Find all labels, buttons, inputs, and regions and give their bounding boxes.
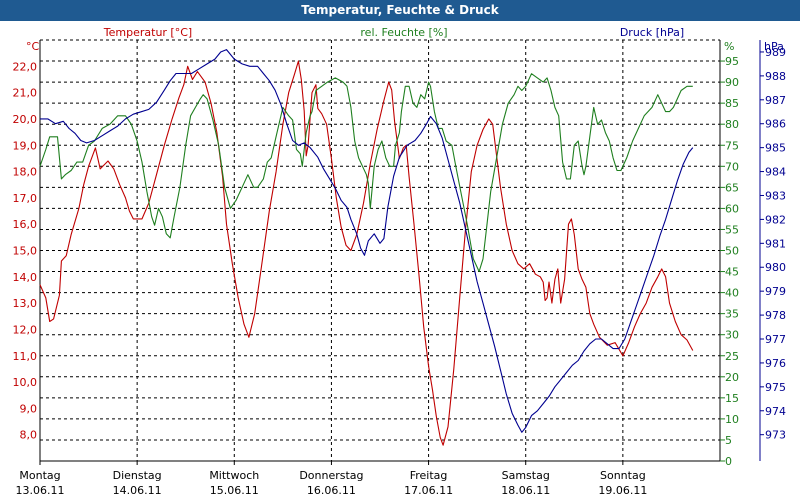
- humidity-tick-label: 5: [725, 434, 732, 447]
- temperature-tick-label: 8,0: [20, 429, 38, 442]
- pressure-tick-label: 981: [765, 237, 786, 250]
- pressure-tick-label: 980: [765, 261, 786, 274]
- pressure-line: [40, 49, 694, 433]
- humidity-tick-label: 20: [725, 371, 739, 384]
- temperature-axis-label: Temperatur [°C]: [103, 26, 192, 39]
- humidity-tick-label: 90: [725, 76, 739, 89]
- pressure-axis-label: Druck [hPa]: [620, 26, 684, 39]
- humidity-tick-label: 15: [725, 392, 739, 405]
- x-tick-date-label: 15.06.11: [210, 484, 259, 497]
- humidity-tick-label: 85: [725, 97, 739, 110]
- pressure-tick-label: 983: [765, 189, 786, 202]
- pressure-tick-label: 985: [765, 142, 786, 155]
- pressure-tick-label: 974: [765, 405, 786, 418]
- x-tick-day-label: Montag: [19, 469, 60, 482]
- pressure-tick-label: 979: [765, 285, 786, 298]
- temperature-tick-label: 20,0: [13, 113, 38, 126]
- pressure-tick-label: 984: [765, 166, 786, 179]
- pressure-tick-label: 978: [765, 309, 786, 322]
- humidity-tick-label: 65: [725, 181, 739, 194]
- temperature-tick-label: 14,0: [13, 271, 38, 284]
- humidity-tick-label: 60: [725, 202, 739, 215]
- temperature-unit: °C: [26, 40, 40, 53]
- pressure-tick-label: 988: [765, 70, 786, 83]
- temperature-tick-label: 9,0: [20, 402, 38, 415]
- humidity-tick-label: 40: [725, 287, 739, 300]
- pressure-tick-label: 986: [765, 118, 786, 131]
- temperature-tick-label: 10,0: [13, 376, 38, 389]
- pressure-tick-label: 975: [765, 381, 786, 394]
- humidity-tick-label: 50: [725, 245, 739, 258]
- humidity-tick-label: 70: [725, 160, 739, 173]
- temperature-line: [39, 60, 694, 446]
- chart-series: [39, 49, 694, 446]
- temperature-tick-label: 17,0: [13, 192, 38, 205]
- pressure-tick-label: 982: [765, 213, 786, 226]
- temperature-tick-label: 19,0: [13, 139, 38, 152]
- temperature-tick-label: 15,0: [13, 245, 38, 258]
- pressure-tick-label: 987: [765, 94, 786, 107]
- humidity-tick-label: 25: [725, 350, 739, 363]
- humidity-line: [39, 73, 693, 273]
- x-tick-date-label: 17.06.11: [404, 484, 453, 497]
- humidity-tick-label: 95: [725, 55, 739, 68]
- x-tick-date-label: 19.06.11: [598, 484, 647, 497]
- x-tick-day-label: Sonntag: [600, 469, 646, 482]
- humidity-tick-label: 10: [725, 413, 739, 426]
- humidity-tick-label: 75: [725, 139, 739, 152]
- humidity-tick-label: 35: [725, 308, 739, 321]
- humidity-unit: %: [724, 40, 734, 53]
- x-tick-day-label: Samstag: [502, 469, 550, 482]
- humidity-axis-label: rel. Feuchte [%]: [360, 26, 447, 39]
- x-tick-date-label: 13.06.11: [16, 484, 65, 497]
- temperature-tick-label: 13,0: [13, 297, 38, 310]
- humidity-tick-label: 30: [725, 329, 739, 342]
- pressure-tick-label: 977: [765, 333, 786, 346]
- humidity-tick-label: 55: [725, 223, 739, 236]
- humidity-tick-label: 0: [725, 455, 732, 468]
- x-tick-date-label: 18.06.11: [501, 484, 550, 497]
- humidity-tick-label: 80: [725, 118, 739, 131]
- temperature-tick-label: 11,0: [13, 350, 38, 363]
- x-tick-date-label: 16.06.11: [307, 484, 356, 497]
- x-tick-day-label: Dienstag: [113, 469, 162, 482]
- pressure-tick-label: 976: [765, 357, 786, 370]
- temperature-tick-label: 12,0: [13, 323, 38, 336]
- temperature-tick-label: 21,0: [13, 87, 38, 100]
- x-tick-day-label: Freitag: [410, 469, 448, 482]
- window-title: Temperatur, Feuchte & Druck: [0, 0, 800, 21]
- pressure-unit: hPa: [764, 40, 784, 53]
- pressure-tick-label: 989: [765, 46, 786, 59]
- temperature-tick-label: 22,0: [13, 60, 38, 73]
- pressure-tick-label: 973: [765, 429, 786, 442]
- chart-grid: [39, 39, 721, 462]
- humidity-tick-label: 45: [725, 266, 739, 279]
- temperature-tick-label: 16,0: [13, 218, 38, 231]
- chart-axes: 22,0 21,0 20,0 19,0 18,0 17,0 16,0 15,0 14,0 13,0…: [13, 40, 786, 497]
- x-tick-day-label: Donnerstag: [299, 469, 363, 482]
- x-tick-date-label: 14.06.11: [113, 484, 162, 497]
- x-tick-day-label: Mittwoch: [209, 469, 259, 482]
- temperature-tick-label: 18,0: [13, 166, 38, 179]
